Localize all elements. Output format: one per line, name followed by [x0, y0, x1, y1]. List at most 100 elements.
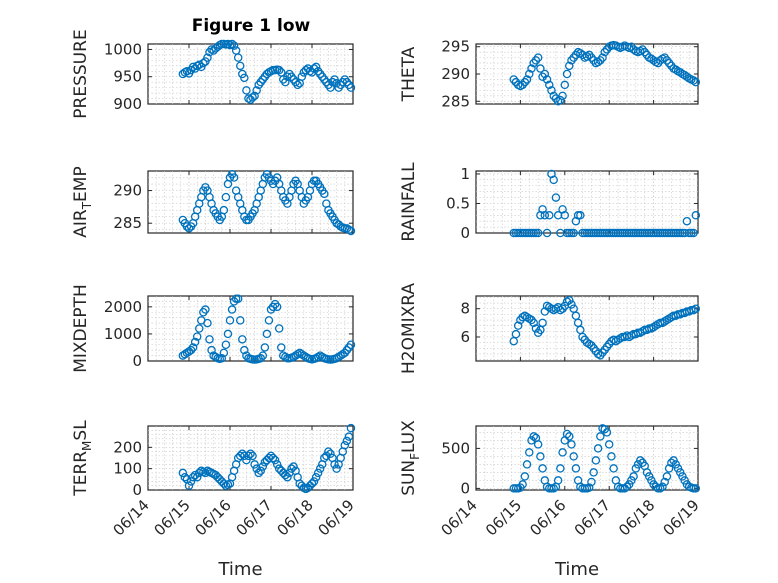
data-point: [293, 80, 302, 90]
y-tick-label: 290: [441, 65, 470, 83]
data-point: [307, 479, 317, 488]
data-point: [529, 318, 538, 328]
y-axis-label: RAINFALL: [399, 162, 419, 242]
data-point: [346, 340, 356, 349]
x-tick-label: 06/19: [315, 496, 358, 539]
figure-title: Figure 1 low: [192, 16, 311, 36]
data-point: [221, 340, 231, 349]
data-point: [192, 332, 202, 341]
data-point: [600, 47, 610, 57]
data-point: [190, 470, 200, 480]
data-point: [558, 91, 567, 101]
y-tick-label: 1000: [104, 40, 142, 58]
data-point: [522, 460, 532, 469]
y-tick-label: 285: [441, 92, 470, 110]
data-point: [219, 348, 229, 358]
data-point: [584, 483, 594, 492]
data-point: [520, 311, 530, 321]
y-tick-label: 200: [113, 438, 142, 456]
data-point: [671, 65, 681, 74]
data-point: [332, 464, 341, 473]
data-point: [682, 72, 692, 81]
data-point: [576, 49, 585, 58]
data-point: [233, 53, 243, 62]
data-point: [682, 216, 692, 226]
data-point: [636, 456, 645, 465]
data-point: [522, 75, 532, 84]
data-point: [525, 314, 534, 323]
y-axis-label: SUNFLUX: [399, 420, 422, 496]
data-point: [660, 477, 669, 487]
data-point: [346, 83, 356, 92]
data-point: [268, 453, 278, 463]
data-point: [188, 472, 198, 482]
data-point: [529, 58, 538, 68]
data-point: [564, 61, 574, 71]
data-point: [281, 77, 290, 87]
data-point: [587, 53, 596, 62]
data-point: [186, 477, 196, 486]
x-tick-label: 06/17: [233, 496, 276, 539]
data-point: [344, 432, 354, 441]
data-point: [689, 228, 698, 238]
data-point: [244, 451, 253, 461]
data-point: [194, 468, 204, 478]
y-tick-label: 295: [441, 38, 470, 56]
data-point: [538, 72, 547, 81]
data-point: [636, 46, 645, 56]
data-point: [509, 75, 518, 84]
data-point: [326, 449, 335, 458]
y-tick-label: 8: [460, 300, 470, 318]
data-point: [260, 343, 270, 352]
data-point: [567, 56, 576, 65]
y-tick-label: 950: [113, 68, 142, 86]
data-point: [256, 466, 265, 476]
data-point: [274, 65, 284, 75]
data-point: [281, 470, 290, 480]
data-point: [538, 318, 547, 328]
data-point: [662, 472, 672, 481]
data-point: [589, 468, 598, 477]
data-point: [320, 189, 329, 199]
data-point: [533, 228, 543, 238]
y-tick-label: 290: [113, 182, 142, 200]
data-point: [689, 305, 698, 315]
data-point: [246, 449, 255, 458]
data-point: [627, 42, 636, 51]
data-point: [264, 316, 274, 325]
data-point: [640, 47, 649, 57]
data-point: [533, 440, 543, 449]
data-point: [270, 455, 280, 465]
data-point: [569, 228, 578, 238]
data-point: [201, 468, 210, 478]
y-axis-label: TERRMSL: [71, 420, 94, 497]
data-point: [346, 226, 356, 236]
data-point: [203, 53, 212, 62]
subplot-rainfall: 1 0.5 0 RAINFALL: [399, 162, 701, 242]
data-point: [584, 339, 594, 349]
data-point: [233, 294, 243, 303]
data-point: [248, 93, 257, 102]
data-point: [283, 472, 292, 482]
data-point: [569, 452, 578, 461]
data-point: [596, 56, 605, 65]
data-point: [549, 484, 558, 493]
data-point: [660, 53, 669, 62]
data-point: [194, 324, 204, 333]
data-point: [549, 175, 558, 185]
data-point: [332, 79, 341, 88]
data-point: [203, 318, 212, 328]
data-point: [330, 460, 339, 469]
y-tick-label: 285: [113, 214, 142, 232]
data-point: [664, 58, 674, 68]
data-point: [522, 312, 532, 322]
subplot-air_temp: 290 285 AIRTEMP: [71, 166, 356, 238]
plot-area: [475, 43, 699, 105]
data-point: [225, 316, 235, 325]
data-point: [562, 297, 572, 306]
data-point: [536, 452, 545, 461]
x-tick-label: 06/15: [482, 496, 525, 539]
x-tick-label: 06/14: [110, 496, 153, 539]
